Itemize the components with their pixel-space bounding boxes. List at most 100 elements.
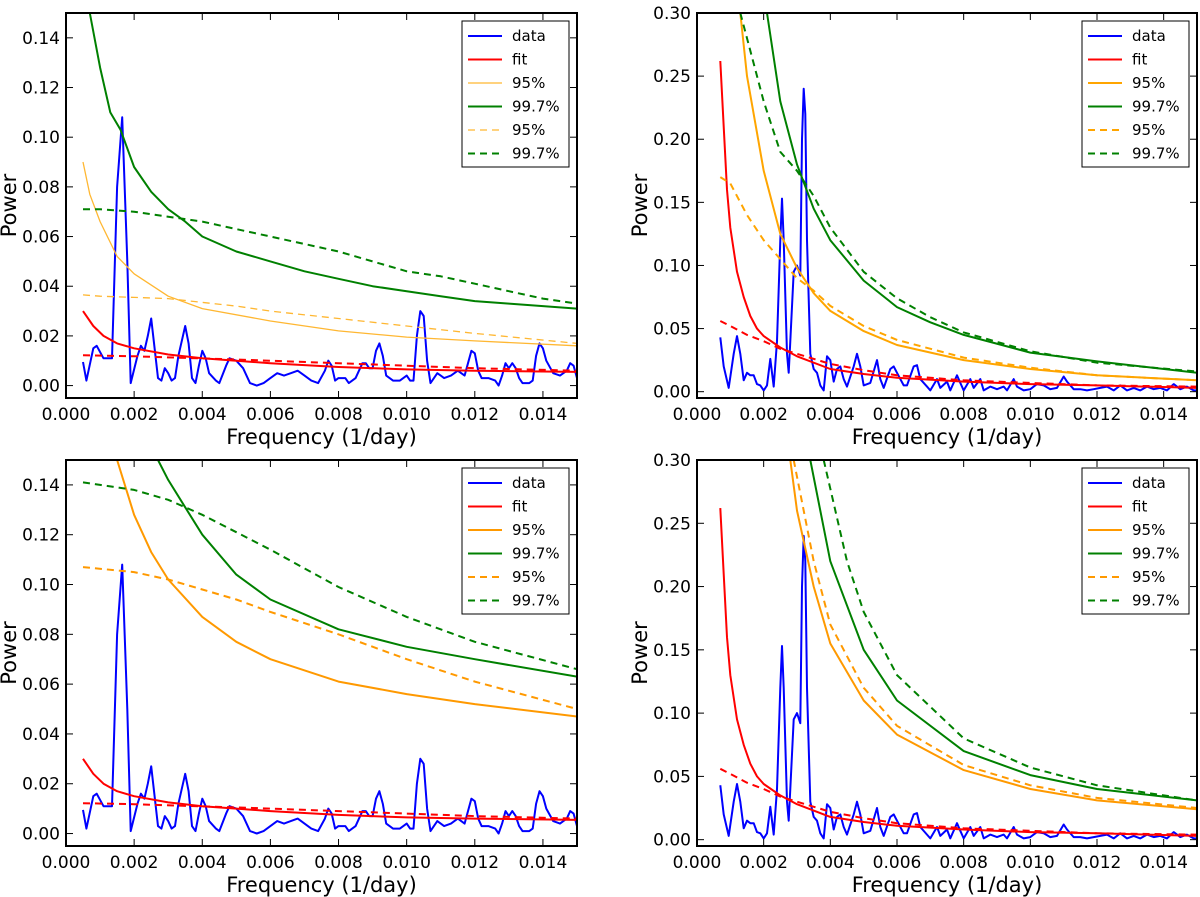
x-tick-label: 0.006 <box>873 853 922 873</box>
y-tick-label: 0.06 <box>22 228 60 248</box>
series-line-fit-dashed- <box>82 354 577 372</box>
series-line-data <box>82 116 577 387</box>
legend-label: fit <box>1132 51 1147 69</box>
legend-label: fit <box>1132 498 1147 516</box>
legend-label: 95% <box>512 121 545 139</box>
x-tick-label: 0.008 <box>939 405 988 425</box>
y-tick-label: 0.25 <box>653 514 691 534</box>
y-tick-label: 0.02 <box>22 775 60 795</box>
legend-label: 99.7% <box>512 98 560 116</box>
series-line-95- <box>116 460 577 718</box>
plot-area <box>82 460 577 835</box>
series-line-fit <box>719 60 1197 389</box>
series-line-99-7- <box>83 208 577 305</box>
series-line-99-7- <box>88 13 577 310</box>
x-tick-label: 0.004 <box>806 853 855 873</box>
series-line-99-7- <box>739 13 1197 373</box>
x-tick-label: 0.014 <box>519 853 568 873</box>
x-axis-label: Frequency (1/day) <box>852 873 1043 897</box>
legend-label: 95% <box>1132 568 1165 586</box>
y-tick-label: 0.06 <box>22 675 60 695</box>
series-line-99-7- <box>766 13 1197 374</box>
y-tick-label: 0.15 <box>653 641 691 661</box>
y-tick-label: 0.00 <box>653 383 691 403</box>
y-tick-label: 0.04 <box>22 725 60 745</box>
series-line-99-7- <box>157 460 577 678</box>
x-tick-label: 0.000 <box>673 405 722 425</box>
x-tick-label: 0.012 <box>1073 853 1122 873</box>
legend-label: 99.7% <box>512 592 560 610</box>
series-line-fit <box>82 758 577 821</box>
y-tick-label: 0.08 <box>22 178 60 198</box>
legend-label: 99.7% <box>1132 592 1180 610</box>
series-line-fit-dashed- <box>719 767 1197 836</box>
x-tick-label: 0.010 <box>382 853 431 873</box>
series-line-fit <box>719 508 1197 837</box>
x-tick-label: 0.004 <box>806 405 855 425</box>
series-line-fit-dashed- <box>82 802 577 820</box>
series-line-99-7- <box>822 460 1197 802</box>
series-line-95- <box>739 13 1197 382</box>
series-line-data <box>719 87 1197 392</box>
legend-label: data <box>512 474 546 492</box>
y-tick-label: 0.14 <box>22 29 60 49</box>
legend: data fit 95% 99.7% 95% 99.7% <box>1081 20 1190 168</box>
y-tick-label: 0.02 <box>22 327 60 347</box>
series-line-99-7- <box>809 460 1197 802</box>
legend-label: data <box>512 27 546 45</box>
y-tick-label: 0.30 <box>653 4 691 24</box>
y-axis-label: Power <box>628 621 652 685</box>
axes-frame <box>65 12 578 399</box>
y-tick-label: 0.10 <box>22 576 60 596</box>
y-axis-label: Power <box>0 173 21 237</box>
legend: data fit 95% 99.7% 95% 99.7% <box>461 20 570 168</box>
legend-label: 99.7% <box>1132 545 1180 563</box>
plot-area <box>719 13 1197 392</box>
legend: data fit 95% 99.7% 95% 99.7% <box>461 467 570 615</box>
x-tick-label: 0.012 <box>450 853 499 873</box>
axes-frame <box>696 459 1198 847</box>
y-tick-label: 0.00 <box>22 825 60 845</box>
series-line-fit <box>82 310 577 373</box>
legend: data fit 95% 99.7% 95% 99.7% <box>1081 467 1190 615</box>
series-line-95- <box>82 294 577 345</box>
series-line-99-7- <box>82 481 577 671</box>
y-tick-label: 0.20 <box>653 578 691 598</box>
x-tick-label: 0.008 <box>314 405 363 425</box>
x-axis-label: Frequency (1/day) <box>226 873 417 897</box>
legend-label: 95% <box>512 74 545 92</box>
axes-frame <box>696 12 1198 399</box>
series-line-95- <box>719 176 1197 382</box>
y-axis-label: Power <box>0 621 21 685</box>
legend-box <box>1081 467 1190 615</box>
x-tick-label: 0.010 <box>1006 853 1055 873</box>
legend-label: 95% <box>512 521 545 539</box>
subplot-top-right: 0.000 0.002 0.004 0.006 0.008 0.010 0.012 0.014… <box>628 4 1198 449</box>
x-tick-label: 0.014 <box>519 405 568 425</box>
plot-area <box>719 460 1197 840</box>
x-tick-label: 0.006 <box>246 405 295 425</box>
legend-label: 95% <box>1132 74 1165 92</box>
x-tick-label: 0.010 <box>382 405 431 425</box>
x-tick-label: 0.000 <box>673 853 722 873</box>
y-tick-label: 0.00 <box>22 377 60 397</box>
x-tick-label: 0.010 <box>1006 405 1055 425</box>
x-tick-label: 0.000 <box>42 853 91 873</box>
x-tick-label: 0.002 <box>110 853 159 873</box>
legend-box <box>461 467 570 615</box>
x-tick-label: 0.002 <box>739 853 788 873</box>
x-tick-label: 0.014 <box>1139 853 1188 873</box>
legend-label: 99.7% <box>1132 98 1180 116</box>
y-tick-label: 0.12 <box>22 526 60 546</box>
series-line-95- <box>789 460 1197 811</box>
x-tick-label: 0.008 <box>314 853 363 873</box>
x-axis-label: Frequency (1/day) <box>226 425 417 449</box>
y-tick-label: 0.25 <box>653 67 691 87</box>
legend-label: 99.7% <box>512 545 560 563</box>
y-tick-label: 0.10 <box>653 704 691 724</box>
legend-label: fit <box>512 498 527 516</box>
y-tick-label: 0.08 <box>22 625 60 645</box>
x-tick-label: 0.000 <box>42 405 91 425</box>
